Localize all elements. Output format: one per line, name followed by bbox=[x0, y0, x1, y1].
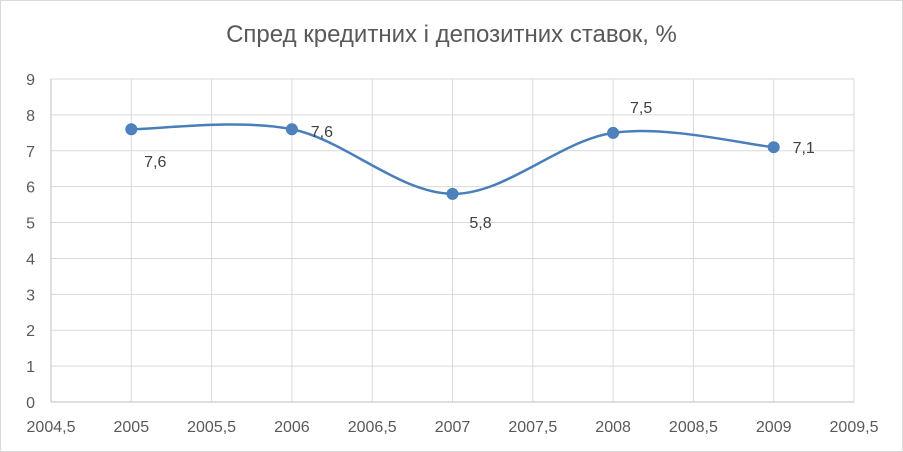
data-label: 7,5 bbox=[630, 100, 652, 117]
x-tick-label: 2007 bbox=[435, 419, 471, 436]
y-tick-label: 6 bbox=[26, 180, 35, 197]
y-tick-label: 0 bbox=[26, 395, 35, 412]
data-point bbox=[285, 123, 298, 136]
x-tick-label: 2006,5 bbox=[348, 419, 397, 436]
y-tick-label: 9 bbox=[26, 72, 35, 89]
x-tick-label: 2008 bbox=[595, 419, 631, 436]
x-tick-label: 2005 bbox=[114, 419, 150, 436]
y-tick-label: 4 bbox=[26, 251, 35, 268]
x-tick-label: 2008,5 bbox=[669, 419, 718, 436]
x-tick-label: 2009,5 bbox=[830, 419, 879, 436]
y-tick-label: 8 bbox=[26, 108, 35, 125]
data-point bbox=[767, 141, 780, 154]
x-tick-label: 2007,5 bbox=[508, 419, 557, 436]
x-tick-label: 2006 bbox=[274, 419, 310, 436]
data-label: 7,6 bbox=[144, 154, 166, 171]
x-tick-label: 2009 bbox=[756, 419, 792, 436]
y-tick-label: 1 bbox=[26, 359, 35, 376]
chart-title: Спред кредитних і депозитних ставок, % bbox=[226, 21, 677, 48]
y-tick-label: 7 bbox=[26, 144, 35, 161]
data-point bbox=[125, 123, 138, 136]
y-tick-label: 5 bbox=[26, 216, 35, 233]
data-label: 7,1 bbox=[793, 140, 815, 157]
y-tick-label: 3 bbox=[26, 287, 35, 304]
x-tick-label: 2005,5 bbox=[187, 419, 236, 436]
data-label: 7,6 bbox=[311, 124, 333, 141]
data-point bbox=[607, 126, 620, 139]
data-point bbox=[446, 187, 459, 200]
x-tick-label: 2004,5 bbox=[27, 419, 76, 436]
data-label: 5,8 bbox=[469, 215, 491, 232]
y-tick-label: 2 bbox=[26, 323, 35, 340]
